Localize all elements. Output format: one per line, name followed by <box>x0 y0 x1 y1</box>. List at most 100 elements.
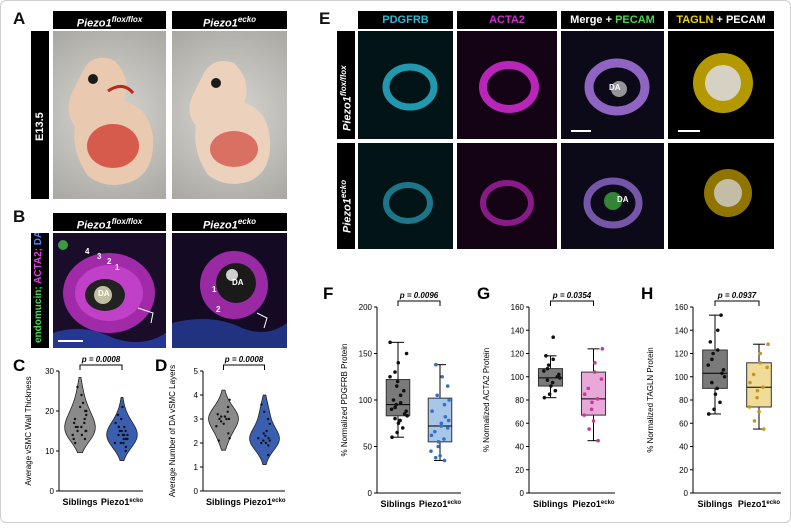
data-point-c <box>124 429 127 433</box>
data-point-c <box>124 445 128 449</box>
data-point-d <box>226 405 230 409</box>
y-tick-label-c: 0 <box>50 487 55 496</box>
header-e-merge-text: Merge + <box>570 14 616 26</box>
data-point-f <box>390 435 394 439</box>
header-b-ecko: Piezo1ecko <box>172 213 287 232</box>
header-b-flox-text: Piezo1 <box>76 219 112 232</box>
data-point-d <box>263 410 266 413</box>
data-point-f <box>430 409 434 413</box>
x-tick-sup-f: ecko <box>447 500 461 506</box>
box-f <box>385 379 411 417</box>
header-e-tagln-text: TAGLN <box>676 14 714 26</box>
data-point-g <box>546 363 551 367</box>
layer-label-e2: 2 <box>216 305 221 314</box>
data-point-d <box>223 415 227 418</box>
data-point-f <box>447 398 451 402</box>
embryo-image-ecko <box>172 31 287 199</box>
data-point-h <box>766 342 770 346</box>
data-point-f <box>398 400 403 405</box>
y-tick-label-g: 120 <box>511 350 525 359</box>
row-label-flox-sup: flox/flox <box>339 65 348 97</box>
header-e-pecam: PECAM <box>615 14 655 26</box>
x-tick-sup-d: ecko <box>272 498 286 504</box>
stain-acta2: ACTA2; <box>33 245 44 284</box>
data-point-f <box>394 402 398 407</box>
data-point-f <box>445 384 450 388</box>
data-point-d <box>268 439 271 442</box>
header-b-flox: Piezo1flox/flox <box>53 213 166 232</box>
micro-e-acta2-ecko-drawing <box>457 143 557 249</box>
data-point-c <box>85 429 88 433</box>
data-point-h <box>755 388 760 393</box>
data-point-g <box>542 395 547 400</box>
y-tick-label-h: 120 <box>675 350 689 359</box>
data-point-c <box>72 421 76 425</box>
data-point-c <box>73 441 77 445</box>
panel-label-h: H <box>641 284 653 303</box>
data-point-f <box>396 421 401 426</box>
micro-b-ecko: DA 1 2 <box>172 233 287 348</box>
micro-e-tagln-ecko <box>668 143 774 249</box>
y-tick-label-d: 3 <box>194 415 199 424</box>
micro-e-pdgfrb-flox-drawing <box>358 31 453 139</box>
data-point-f <box>402 388 406 393</box>
data-point-h <box>757 409 761 414</box>
y-tick-label-h: 140 <box>675 326 689 335</box>
micro-e-pdgfrb-ecko-drawing <box>358 143 453 249</box>
da-label-b-flox: DA <box>98 289 110 298</box>
data-point-h <box>715 386 719 391</box>
data-point-h <box>715 328 720 333</box>
data-point-f <box>398 393 403 398</box>
chart-f: F 0 50 100 150 200 % Normalized PDGFRB Protein… <box>319 279 469 519</box>
micro-b-flox-drawing <box>53 233 166 348</box>
data-point-f <box>436 440 441 444</box>
data-point-d <box>262 439 265 442</box>
data-point-g <box>587 427 591 431</box>
data-point-c <box>80 393 83 397</box>
y-tick-label-d: 5 <box>194 367 199 376</box>
data-point-c <box>83 437 87 441</box>
row-label-ecko-sup: ecko <box>339 179 348 199</box>
header-b-ecko-text: Piezo1 <box>202 219 238 232</box>
data-point-h <box>719 313 723 317</box>
p-value-f: p = 0.0096 <box>399 291 439 300</box>
micro-e-tagln-flox <box>668 31 774 139</box>
data-point-f <box>393 416 397 421</box>
data-point-h <box>713 392 718 396</box>
micro-b-flox: DA 4 3 2 1 <box>53 233 166 348</box>
data-point-h <box>706 412 711 416</box>
data-point-c <box>76 425 79 429</box>
panel-label-f: F <box>323 284 333 303</box>
data-point-h <box>748 380 752 385</box>
stage-bar: E13.5 <box>31 31 49 199</box>
data-point-g <box>557 372 561 377</box>
data-point-g <box>582 413 587 417</box>
y-axis-label-g: % Normalized ACTA2 Protein <box>482 348 491 452</box>
data-point-d <box>219 415 223 418</box>
header-a-flox-sup: flox/flox <box>111 15 143 24</box>
data-point-f <box>398 418 402 423</box>
data-point-d <box>260 441 263 445</box>
data-point-h <box>722 374 727 379</box>
y-tick-label-h: 60 <box>679 419 688 428</box>
header-a-ecko-text: Piezo1 <box>202 17 238 30</box>
violin-c <box>106 397 138 461</box>
header-e-merge: Merge + PECAM <box>561 11 664 29</box>
chart-g: G 0 20 40 60 80 100 120 140 160 % Normalized ACTA2… <box>473 279 623 519</box>
y-tick-label-g: 80 <box>515 396 524 405</box>
stage-label: E13.5 <box>34 112 46 141</box>
data-point-g <box>549 384 553 388</box>
row-label-ecko-text: Piezo1 <box>341 198 354 233</box>
data-point-h <box>711 351 715 356</box>
data-point-h <box>761 385 765 390</box>
data-point-f <box>440 374 444 379</box>
chart-h-svg: H 0 20 40 60 80 100 120 140 160 % Normalized TAGLN… <box>641 284 781 509</box>
data-point-g <box>593 361 597 365</box>
embryo-flox-drawing <box>68 57 154 185</box>
data-point-d <box>268 422 271 425</box>
y-tick-label-c: 10 <box>45 447 54 456</box>
x-tick-label-g: Piezo1ecko <box>572 499 615 509</box>
panel-label-d: D <box>155 356 167 375</box>
y-tick-label-c: 20 <box>45 407 54 416</box>
data-point-f <box>429 449 433 453</box>
